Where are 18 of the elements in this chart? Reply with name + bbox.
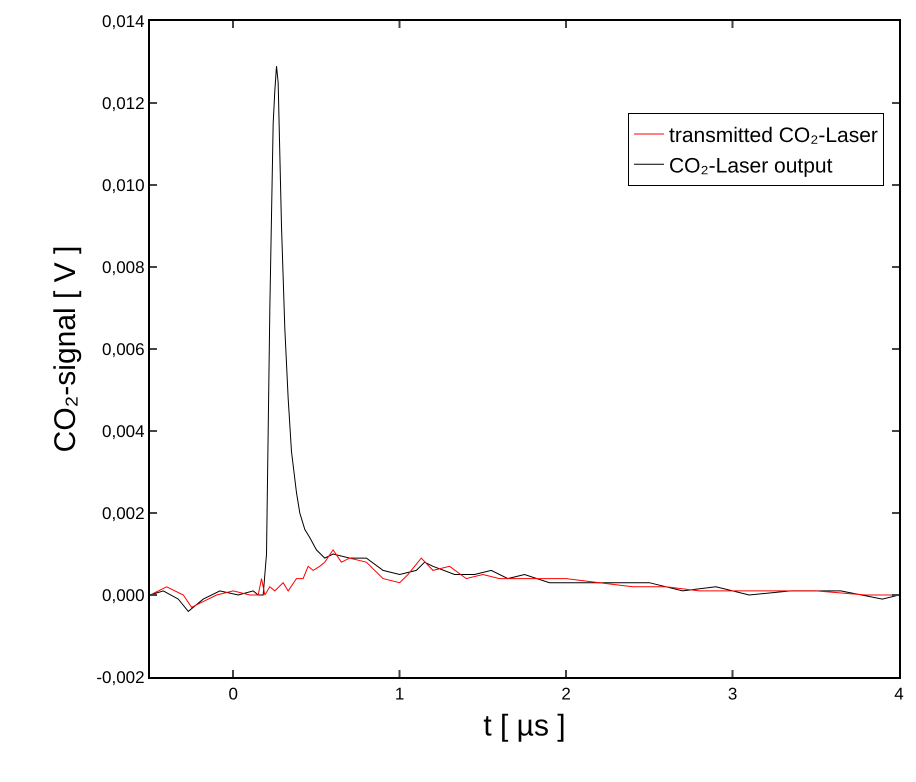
y-tick-label: 0,008 [102, 258, 145, 277]
x-tick-label: 2 [561, 684, 571, 704]
y-axis-title: CO₂-signal [ V ] [48, 246, 82, 452]
y-tick-label: 0,012 [102, 94, 145, 113]
y-tick-label: 0,006 [102, 340, 145, 359]
y-tick-label: 0,004 [102, 422, 145, 441]
y-tick-label: -0,002 [96, 668, 145, 687]
x-tick-label: 3 [728, 684, 738, 704]
y-tick-label: 0,014 [102, 12, 145, 31]
y-tick-label: 0,010 [102, 176, 145, 195]
x-axis-title: t [ µs ] [483, 709, 566, 742]
x-tick-label: 1 [394, 684, 404, 704]
y-tick-label: 0,000 [102, 586, 145, 605]
x-tick-label: 0 [228, 684, 238, 704]
legend-label: CO₂-Laser output [669, 154, 833, 178]
legend-label: transmitted CO₂-Laser [669, 124, 878, 148]
y-tick-label: 0,002 [102, 504, 145, 523]
x-tick-label: 4 [894, 684, 904, 704]
